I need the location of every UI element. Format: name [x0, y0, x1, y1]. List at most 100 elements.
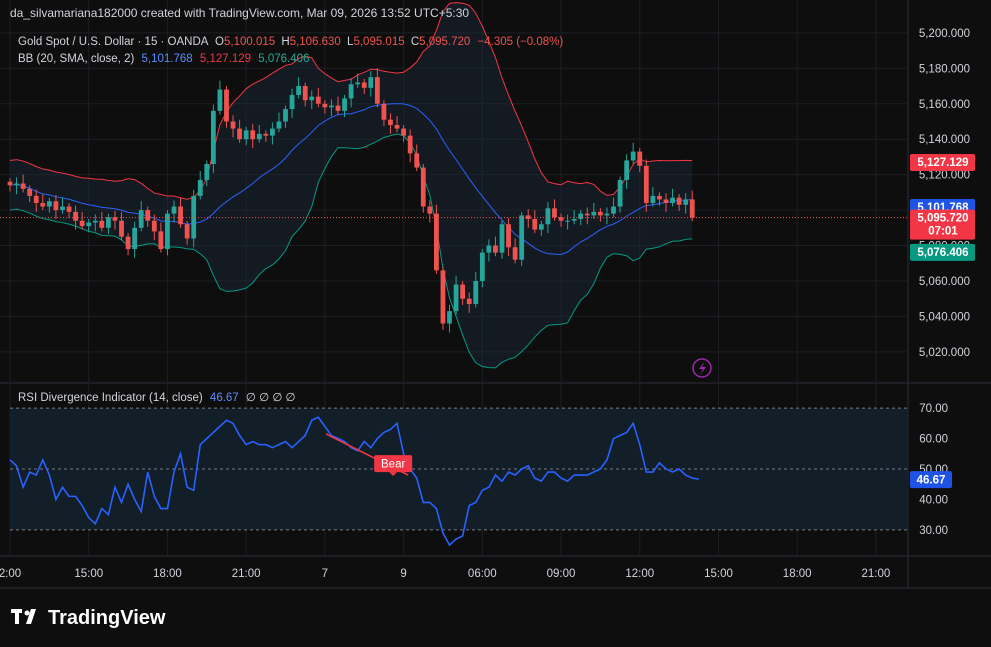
candle-body: [657, 195, 662, 200]
rsi-badge: 46.67: [910, 471, 952, 489]
candle-body: [79, 220, 85, 227]
candle-body: [401, 128, 406, 136]
candle-body: [335, 105, 341, 111]
candle-body: [414, 153, 420, 168]
rsi-legend: RSI Divergence Indicator (14, close) 46.…: [18, 392, 296, 404]
candle-body: [407, 135, 413, 154]
candle-body: [224, 89, 229, 122]
candle-body: [643, 165, 649, 203]
candle-body: [571, 218, 577, 221]
candle-body: [210, 110, 216, 165]
low-label: L: [347, 36, 354, 48]
candle-body: [270, 128, 275, 136]
candle-body: [499, 224, 505, 253]
candle-body: [355, 82, 361, 85]
candle-body: [230, 121, 236, 129]
candle-body: [145, 210, 151, 221]
candle-body: [683, 199, 689, 205]
candle-body: [394, 125, 400, 129]
high-label: H: [281, 36, 289, 48]
candle-body: [119, 220, 124, 237]
open-value: 5,100.015: [224, 36, 275, 48]
candle-body: [99, 220, 105, 228]
time-tick-label: 06:00: [468, 568, 497, 580]
rsi-tick-label: 40.00: [919, 494, 948, 506]
candle-body: [689, 199, 695, 218]
candle-body: [184, 224, 190, 239]
candle-body: [374, 77, 380, 104]
rsi-tick-label: 70.00: [919, 403, 948, 415]
candle-body: [263, 133, 269, 136]
candle-body: [604, 213, 610, 216]
bb-lower-badge-text: 5,076.406: [917, 247, 968, 259]
last-price-badge-text: 5,095.720: [917, 213, 968, 225]
tv-logo-icon: [11, 609, 36, 624]
candle-body: [545, 208, 551, 225]
candle-body: [361, 82, 367, 88]
time-tick-label: 9: [400, 568, 406, 580]
close-value: 5,095.720: [419, 36, 470, 48]
candle-body: [591, 211, 597, 216]
candle-body: [171, 206, 177, 214]
candle-body: [191, 195, 197, 239]
time-tick-label: 15:00: [74, 568, 103, 580]
candle-body: [237, 128, 242, 140]
candle-body: [112, 217, 118, 221]
bb-basis-line: [9, 103, 693, 255]
tradingview-logo[interactable]: TradingView: [11, 607, 166, 629]
candle-body: [552, 208, 557, 218]
candle-body: [33, 195, 39, 203]
candle-body: [624, 160, 630, 180]
candle-body: [66, 206, 72, 212]
author-line: da_silvamariana182000 created with Tradi…: [10, 6, 469, 20]
price-tick-label: 5,060.000: [919, 276, 970, 288]
bb-label: BB (20, SMA, close, 2): [18, 53, 134, 65]
price-tick-label: 5,180.000: [919, 63, 970, 75]
bb-upper-value: 5,127.129: [200, 53, 251, 65]
candle-body: [329, 105, 334, 108]
bb-upper-badge-text: 5,127.129: [917, 157, 968, 169]
low-value: 5,095.015: [353, 36, 404, 48]
rsi-extra-values: ∅ ∅ ∅ ∅: [246, 392, 296, 404]
candle-body: [250, 130, 256, 140]
ohlc-legend: Gold Spot / U.S. Dollar · 15 · OANDA O5,…: [18, 36, 563, 48]
candle-body: [565, 220, 570, 222]
lightning-icon[interactable]: [692, 358, 712, 378]
candle-body: [217, 89, 223, 111]
candle-body: [14, 183, 19, 186]
time-tick-label: 7: [322, 568, 328, 580]
candles: [0, 68, 908, 333]
candle-body: [243, 130, 249, 140]
candle-body: [197, 179, 203, 196]
bb-lower-value: 5,076.406: [258, 53, 309, 65]
candle-body: [7, 181, 13, 186]
candle-body: [578, 213, 584, 219]
candle-body: [40, 203, 46, 207]
rsi-tick-label: 60.00: [919, 434, 948, 446]
candle-body: [466, 298, 472, 305]
candle-body: [289, 94, 295, 110]
candle-body: [204, 164, 210, 180]
candle-body: [86, 222, 92, 227]
candle-body: [132, 227, 138, 250]
rsi-label: RSI Divergence Indicator (14, close): [18, 392, 203, 404]
price-tick-label: 5,040.000: [919, 311, 970, 323]
open-label: O: [215, 36, 224, 48]
candle-body: [73, 211, 78, 221]
candle-body: [296, 86, 302, 95]
candle-body: [46, 201, 52, 207]
bb-lower-line: [9, 133, 693, 369]
candle-body: [158, 231, 164, 250]
candle-body: [151, 220, 157, 232]
bear-label: Bear: [381, 459, 405, 471]
candle-body: [420, 167, 426, 207]
candle-body: [388, 119, 393, 126]
time-tick-label: 21:00: [232, 568, 261, 580]
rsi-legend-value: 46.67: [210, 392, 239, 404]
rsi-band: [10, 408, 908, 530]
time-tick-label: 09:00: [547, 568, 576, 580]
candle-body: [381, 103, 387, 120]
